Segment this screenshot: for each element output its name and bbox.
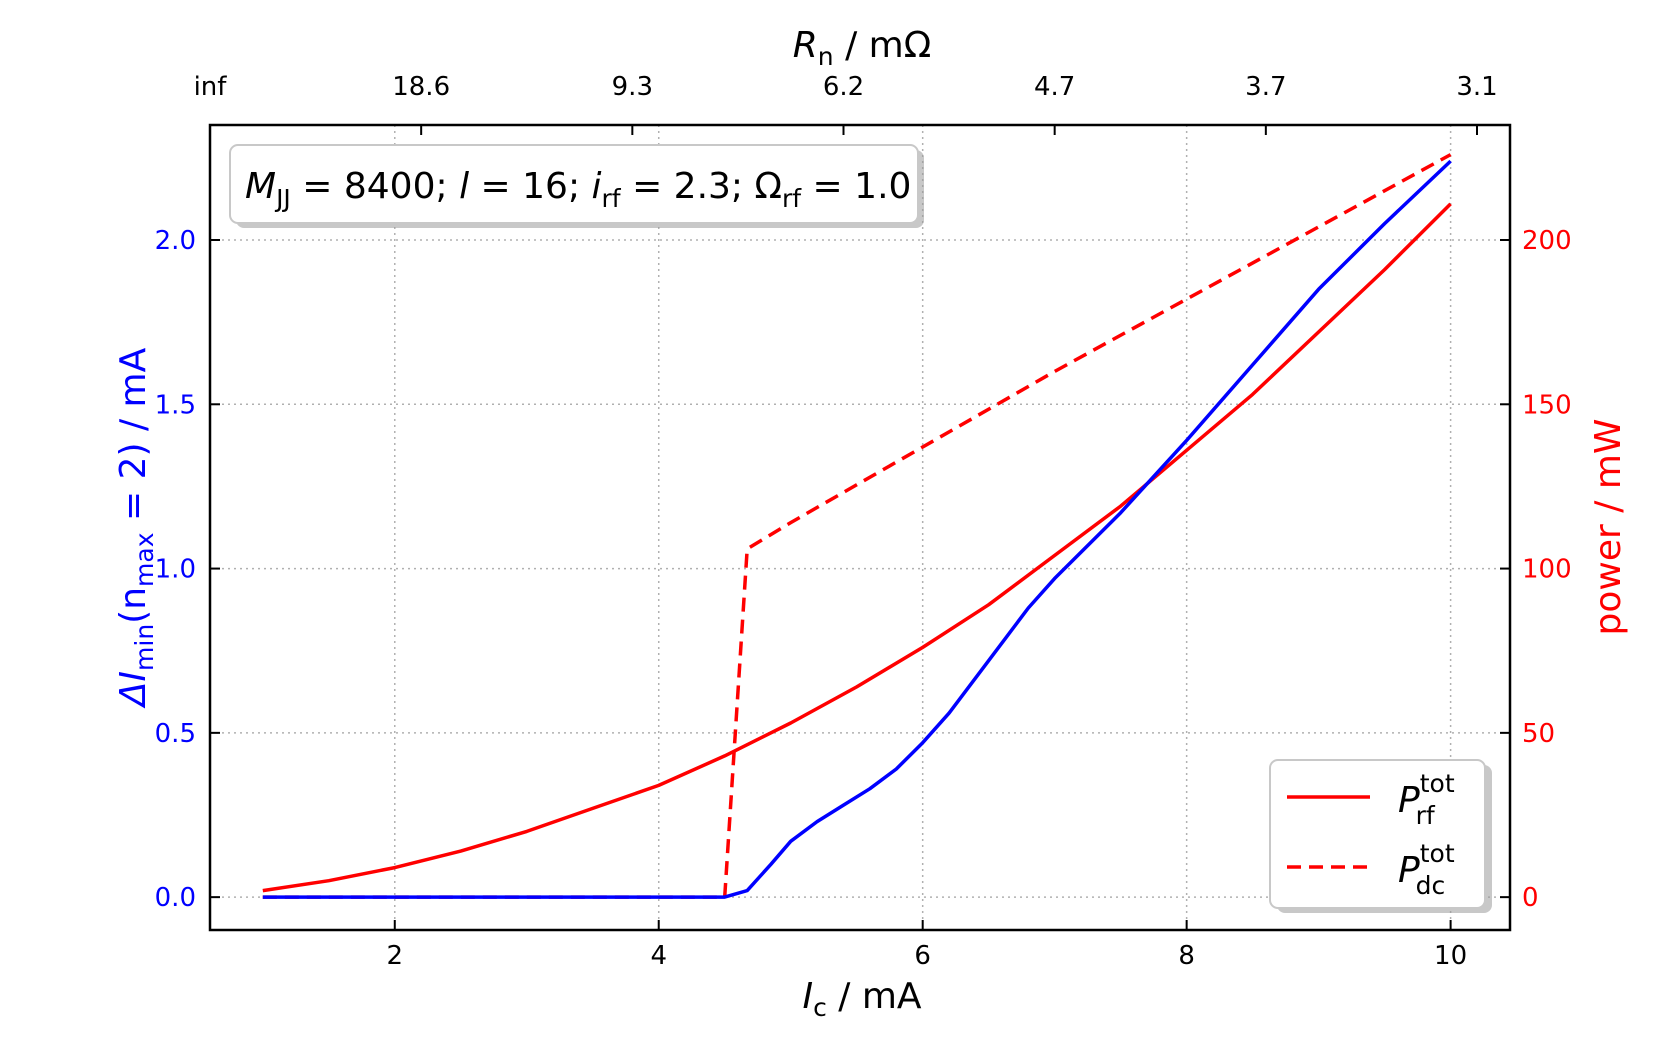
grid: [210, 125, 1510, 930]
y-left-tick-label: 0.5: [155, 719, 196, 749]
legend-label-dc: Ptot dc: [1398, 839, 1455, 900]
y-right-tick-label: 100: [1522, 555, 1572, 585]
top-tick-label: 4.7: [1034, 72, 1075, 102]
top-tick-label: 9.3: [612, 72, 653, 102]
y-right-tick-label: 150: [1522, 390, 1572, 420]
legend: Ptot rf Ptot dc: [1269, 759, 1492, 913]
y-left-tick-label: 1.0: [155, 555, 196, 585]
top-tick-label: 18.6: [392, 72, 450, 102]
x-tick-label: 2: [386, 941, 403, 971]
annotation-text: MJJ = 8400; l = 16; irf = 2.3; Ωrf = 1.0: [245, 166, 911, 213]
annotation-frame: [229, 144, 919, 224]
y-right-tick-label: 200: [1522, 226, 1572, 256]
y-right-tick-label: 50: [1522, 719, 1555, 749]
y-left-tick-label: 1.5: [155, 390, 196, 420]
plot-frame: [208, 123, 1512, 932]
x-tick-label: 10: [1434, 941, 1467, 971]
y-left-tick-label: 0.0: [155, 883, 196, 913]
y-left-axis-label: ΔImin(nmax = 2) / mA: [113, 347, 159, 709]
ticks: 2 4 6 8 10 inf 18.6 9.3 6.2 4.7 3.7 3.1 0.0 0.5 1.0 1.5…: [155, 72, 1572, 971]
top-tick-label: 3.7: [1245, 72, 1286, 102]
x-tick-label: 6: [914, 941, 931, 971]
x-tick-label: 4: [650, 941, 667, 971]
y-left-tick-label: 2.0: [155, 226, 196, 256]
top-axis-label: Rn / mΩ: [793, 25, 931, 71]
x-tick-label: 8: [1178, 941, 1195, 971]
series-line-p-rf-tot: [262, 202, 1452, 893]
x-axis-label: Ic / mA: [802, 976, 921, 1022]
top-tick-label: 6.2: [823, 72, 864, 102]
y-right-tick-label: 0: [1522, 883, 1539, 913]
series-line-p-dc-tot: [262, 153, 1452, 899]
top-tick-label: inf: [194, 72, 228, 102]
legend-label-rf: Ptot rf: [1398, 769, 1455, 830]
series-line-delta-i-min: [262, 159, 1452, 899]
y-right-axis-label: power / mW: [1588, 419, 1629, 636]
series-layer: [262, 153, 1452, 899]
top-tick-label: 3.1: [1456, 72, 1497, 102]
annotation-box: MJJ = 8400; l = 16; irf = 2.3; Ωrf = 1.0: [229, 144, 924, 228]
